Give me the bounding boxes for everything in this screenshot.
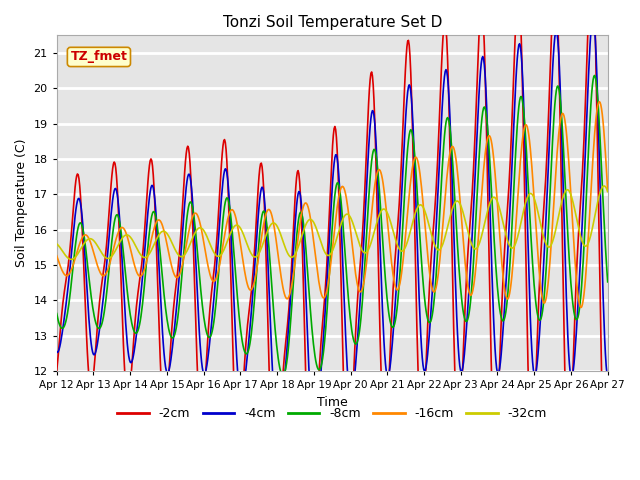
-8cm [63,315,70,321]
-32cm [400,247,408,252]
Line: -4cm: -4cm [57,18,608,430]
-2cm [63,274,70,279]
-2cm [400,101,408,107]
-16cm [577,305,585,311]
-4cm [589,15,597,21]
-8cm [279,372,287,378]
-2cm [120,341,127,347]
-32cm [53,241,61,247]
Line: -2cm: -2cm [57,0,608,480]
Y-axis label: Soil Temperature (C): Soil Temperature (C) [15,139,28,267]
-16cm [205,265,212,271]
-8cm [400,204,408,210]
-32cm [205,239,213,245]
Text: TZ_fmet: TZ_fmet [70,50,127,63]
-16cm [63,273,70,278]
-32cm [176,253,184,259]
-8cm [604,279,612,285]
-16cm [120,225,127,231]
-16cm [604,189,612,194]
-16cm [53,253,61,259]
Line: -16cm: -16cm [57,102,608,308]
Line: -32cm: -32cm [57,186,608,259]
-16cm [415,166,423,171]
X-axis label: Time: Time [317,396,348,408]
-32cm [63,254,70,260]
-8cm [591,72,598,78]
Title: Tonzi Soil Temperature Set D: Tonzi Soil Temperature Set D [223,15,442,30]
-8cm [205,334,212,340]
-16cm [399,258,407,264]
-8cm [175,301,183,307]
-8cm [416,235,424,240]
-2cm [205,325,212,331]
-4cm [205,351,212,357]
-2cm [416,417,424,422]
-32cm [67,256,75,262]
-4cm [63,296,70,302]
-16cm [595,99,603,105]
-4cm [53,349,61,355]
-32cm [604,189,612,194]
-8cm [120,250,127,256]
-2cm [604,423,612,429]
-16cm [175,272,183,278]
-32cm [416,202,424,208]
-32cm [600,183,608,189]
-2cm [175,251,183,257]
Line: -8cm: -8cm [57,75,608,375]
-32cm [120,233,128,239]
Legend: -2cm, -4cm, -8cm, -16cm, -32cm: -2cm, -4cm, -8cm, -16cm, -32cm [113,402,552,425]
-4cm [604,375,612,381]
-4cm [175,273,183,278]
-8cm [53,311,61,316]
-4cm [120,281,127,287]
-4cm [416,314,424,320]
-2cm [53,368,61,374]
-4cm [400,148,408,154]
-4cm [310,427,318,432]
